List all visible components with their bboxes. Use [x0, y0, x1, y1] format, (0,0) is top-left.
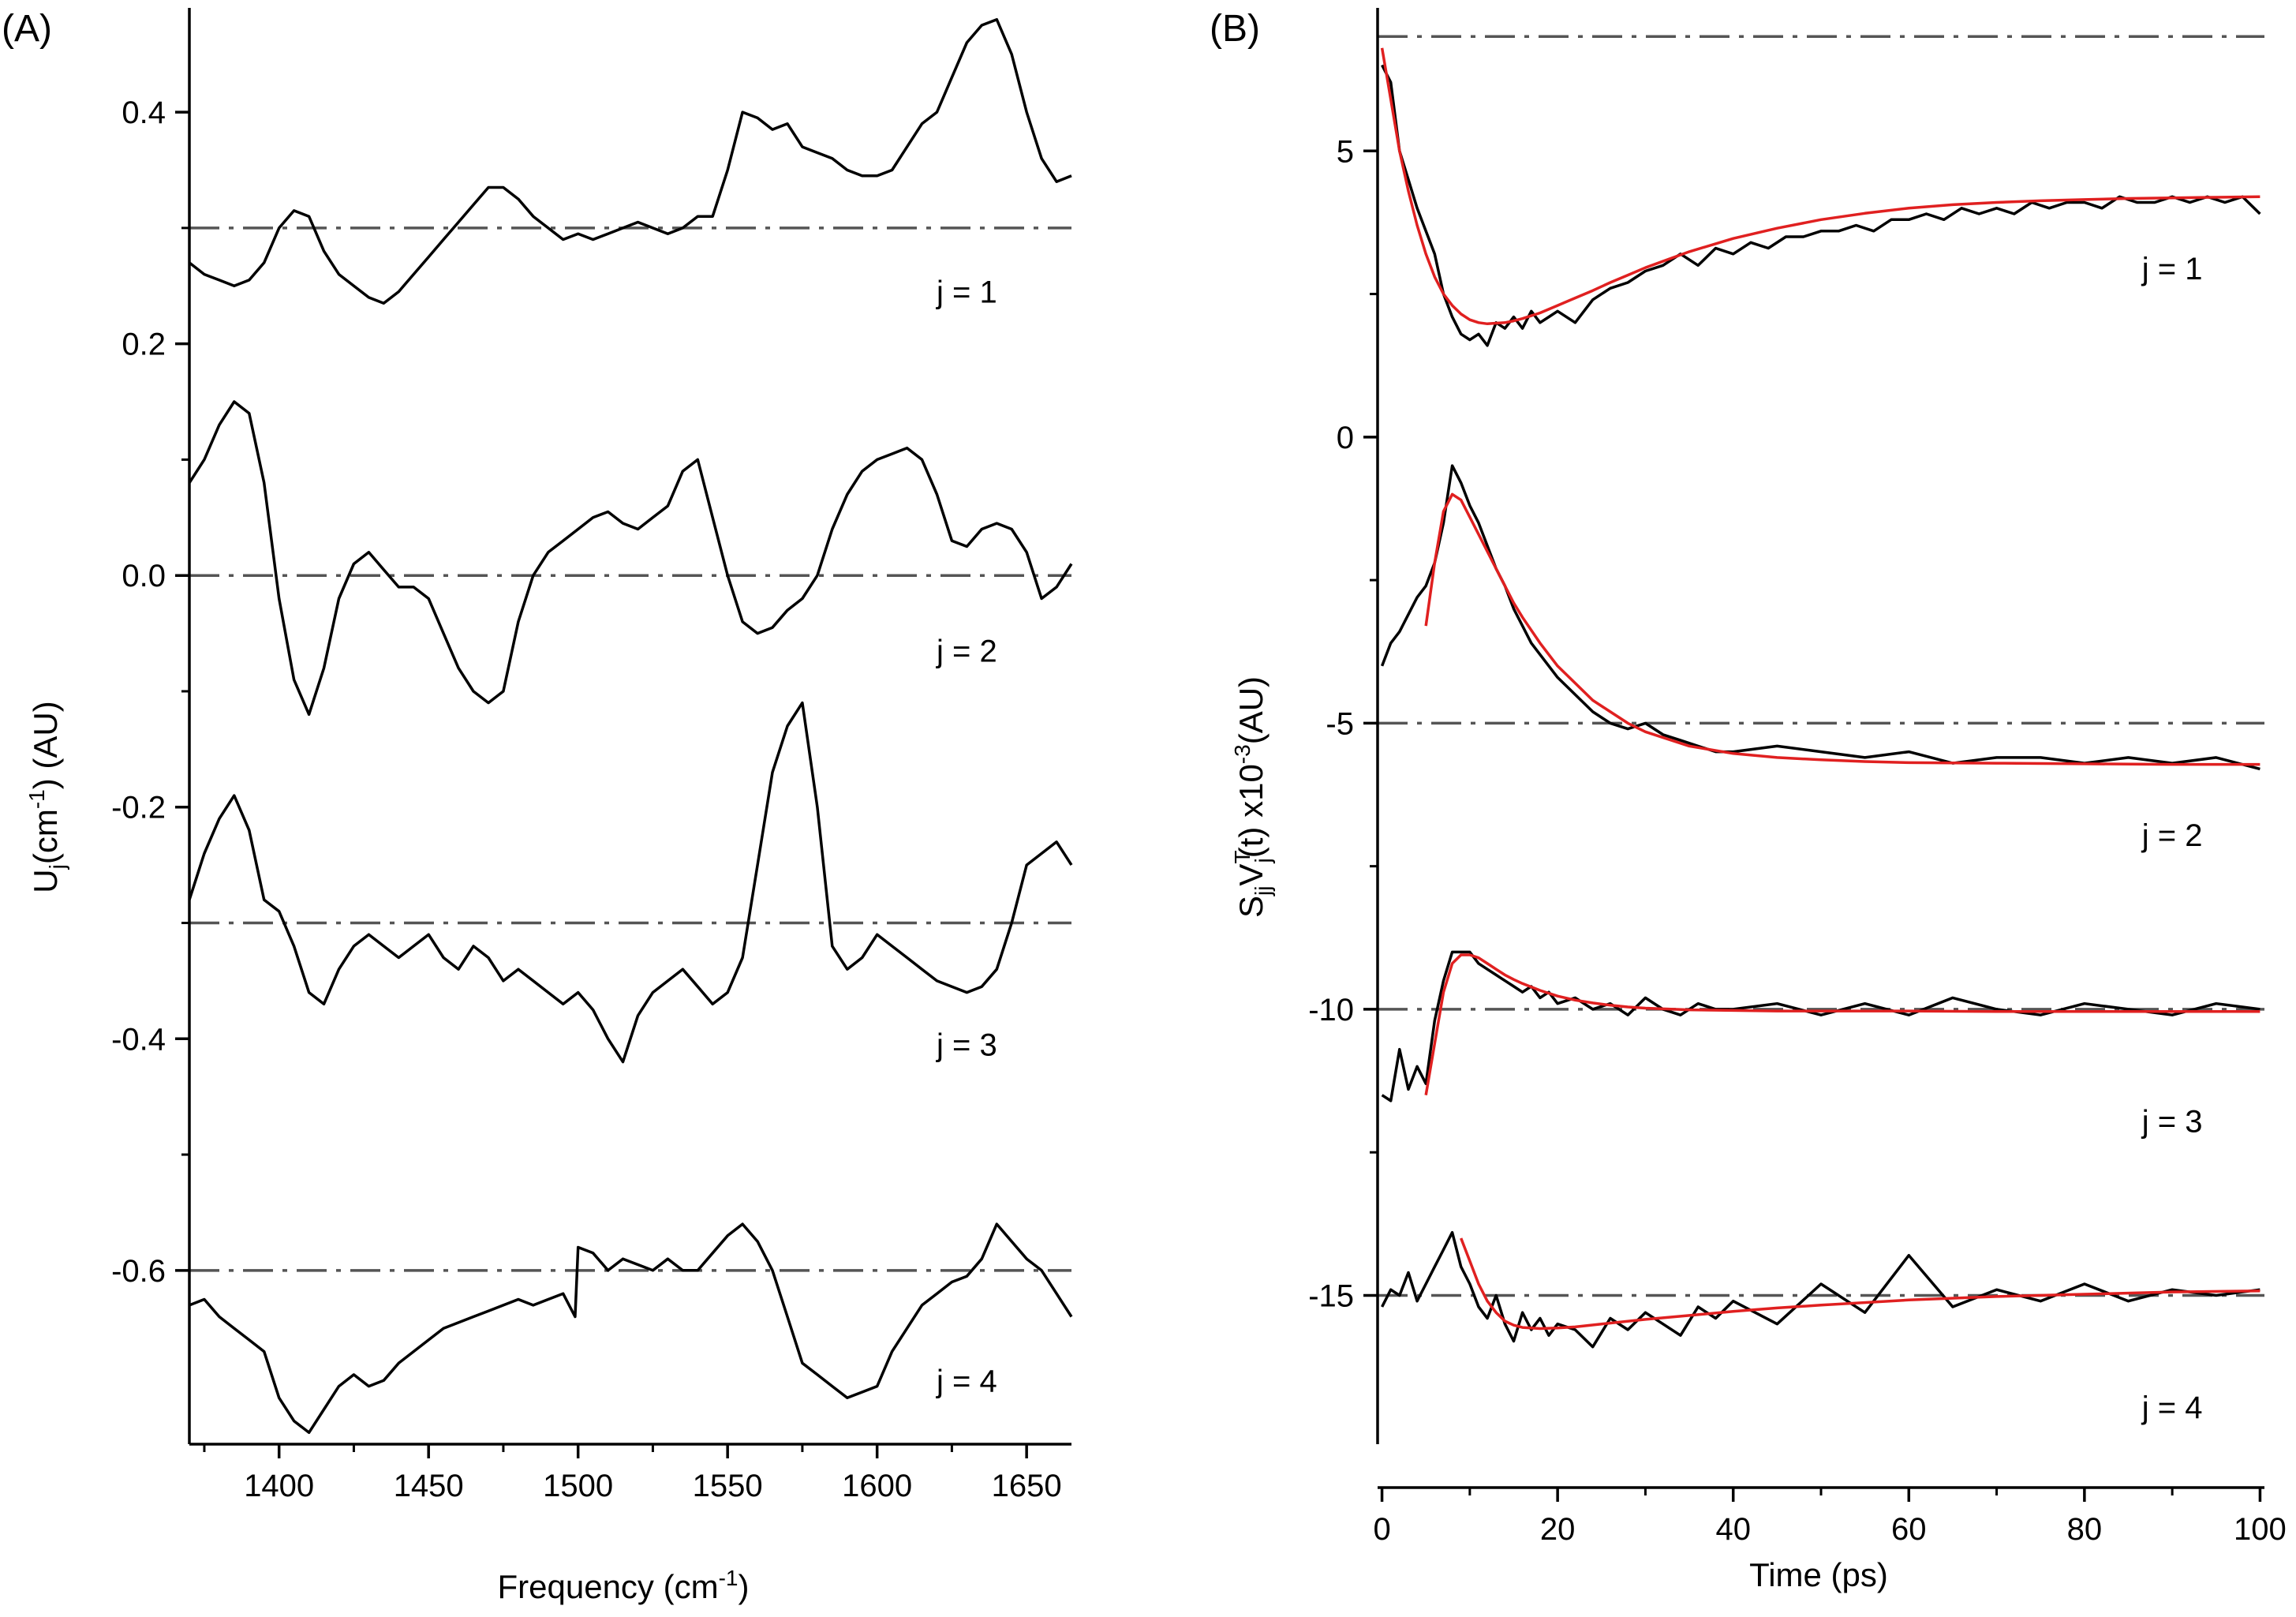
panel-a-y-tick-label: 0.2: [122, 328, 166, 362]
panel-a-y-tick-label: -0.4: [111, 1022, 166, 1057]
panel-a-series-line-1: [188, 17, 1072, 305]
panel-a-chart: (A) 0.4 0.2 0.0 -0.2 -0.4 -0.6 1400 1450 1500 155…: [2, 8, 1073, 1605]
panel-b-x-tick-label: 100: [2234, 1512, 2287, 1547]
panel-b-x-tick-label: 20: [1540, 1512, 1576, 1547]
panel-b-series-line-1: [1381, 64, 2261, 347]
panel-a-x-tick-label: 1600: [842, 1469, 912, 1503]
panel-a-series-line-4: [189, 1222, 1073, 1435]
panel-b-series-line-7: [1381, 1230, 2260, 1349]
panel-a-y-axis-title: Uj(cm-1) (AU): [24, 701, 69, 893]
panel-a-x-axis-title: Frequency (cm-1): [498, 1566, 750, 1605]
panel-a-y-tick-label: -0.6: [111, 1254, 166, 1289]
panel-a-x-tick-label: 1450: [394, 1469, 464, 1503]
panel-b-label: (B): [1210, 8, 1260, 50]
panel-a-y-tick-label: 0.4: [122, 95, 166, 130]
panel-b-x-tick-label: 60: [1891, 1512, 1927, 1547]
panel-a-x-tick-label: 1650: [992, 1469, 1062, 1503]
panel-b-series-line-8: [1460, 1237, 2260, 1331]
panel-b-x-tick-label: 0: [1373, 1512, 1390, 1547]
panel-a-series-label-4: j = 4: [936, 1364, 997, 1398]
panel-b-series-label-2: j = 2: [2141, 818, 2203, 853]
panel-b-y-axis-title: SjjVTj(t) x10-3(AU): [1230, 676, 1275, 918]
panel-b-y-tick-label: -5: [1326, 706, 1354, 741]
panel-a-baselines: [189, 226, 1071, 1272]
panel-a-series-label-1: j = 1: [936, 275, 997, 310]
panel-a-series-line-2: [188, 400, 1073, 717]
panel-a-x-tick-label: 1500: [543, 1469, 613, 1503]
panel-b-series-line-4: [1424, 492, 2260, 766]
panel-b-series-line-6: [1424, 953, 2260, 1095]
panel-a-series-label-2: j = 2: [936, 634, 997, 669]
panel-b-chart: (B) 50-5-10-150 20 40 60 80 100 j = 1j = 2j =…: [1210, 8, 2287, 1593]
panel-b-y-tick-label: -10: [1308, 993, 1354, 1027]
panel-b-x-tick-label: 80: [2067, 1512, 2103, 1547]
panel-b-baselines: [1378, 35, 2264, 1297]
panel-a-series-label-3: j = 3: [936, 1028, 997, 1063]
panel-b-series-label-4: j = 4: [2141, 1391, 2203, 1425]
panel-b-series-group: [1380, 47, 2261, 1349]
panel-a-series-line-3: [188, 701, 1073, 1064]
panel-b-axes: 5 0 -5 -10 -15 0 20 40 60 80 100: [1308, 8, 2287, 1547]
panel-a-series-group: [188, 17, 1073, 1435]
panel-b-series-label-1: j = 1: [2141, 252, 2203, 286]
panel-a-x-tick-label: 1550: [693, 1469, 763, 1503]
panel-a-axes: 0.4 0.2 0.0 -0.2 -0.4 -0.6 1400 1450 1500 1550 160…: [111, 8, 1071, 1503]
panel-a-series-labels: j = 1 j = 2 j = 3 j = 4: [936, 275, 997, 1399]
panel-b-y-tick-label: 5: [1337, 134, 1354, 169]
panel-b-series-line-5: [1381, 950, 2260, 1102]
panel-a-x-tick-label: 1400: [244, 1469, 314, 1503]
panel-b-y-tick-label: 0: [1337, 421, 1354, 455]
panel-b-x-tick-label: 40: [1715, 1512, 1751, 1547]
panel-a-label: (A): [2, 8, 52, 50]
panel-b-series-labels: j = 1 j = 2 j = 3 j = 4: [2141, 252, 2203, 1425]
panel-b-x-axis-title: Time (ps): [1749, 1556, 1888, 1593]
panel-b-series-line-2: [1380, 47, 2260, 326]
panel-a-y-tick-label: 0.0: [122, 559, 166, 593]
panel-a-y-tick-label: -0.2: [111, 791, 166, 825]
panel-b-series-label-3: j = 3: [2141, 1104, 2203, 1139]
panel-b-y-tick-label: -15: [1308, 1278, 1354, 1313]
